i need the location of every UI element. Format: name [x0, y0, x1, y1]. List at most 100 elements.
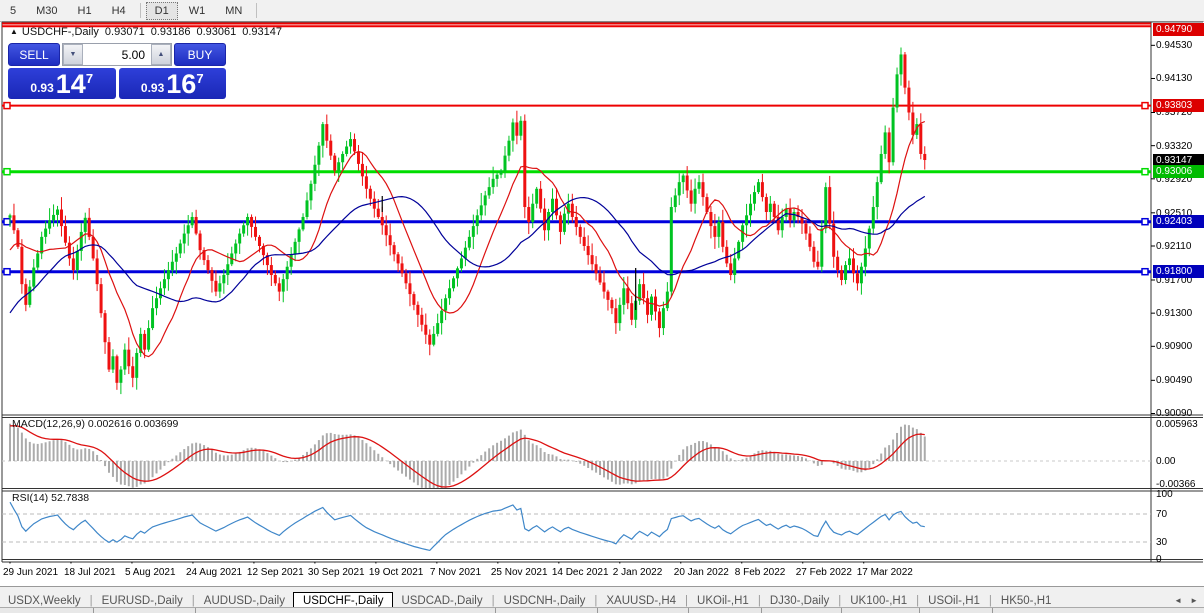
timeframe-mn[interactable]: MN: [225, 4, 243, 17]
price-tick-label: 0.93320: [1156, 140, 1193, 152]
macd-value-signal: 0.003699: [134, 418, 179, 430]
indicator-axis-label: -0.00366: [1156, 479, 1196, 490]
tab-usdx-weekly[interactable]: USDX,Weekly: [8, 594, 81, 607]
price-line-chip: 0.92403: [1153, 215, 1204, 229]
tab-usdchf-daily[interactable]: USDCHF-,Daily: [292, 591, 394, 610]
buy-price-big: 16: [166, 69, 197, 99]
moving-average-lines: [9, 120, 926, 358]
volume-input[interactable]: 5.00: [83, 44, 151, 65]
strip-tick: [597, 608, 598, 613]
indicator-axis-label: 30: [1156, 537, 1168, 548]
tab-usoil-h1[interactable]: USOil-,H1: [928, 594, 980, 607]
macd-name: MACD(12,26,9): [12, 418, 85, 430]
date-label: 12 Sep 2021: [246, 567, 304, 578]
rsi-name: RSI(14): [12, 492, 49, 504]
tab-eurusd-daily[interactable]: EURUSD-,Daily: [101, 594, 183, 607]
panel-borders: [1, 21, 1203, 591]
volume-decrease-icon[interactable]: ▼: [63, 44, 83, 65]
volume-control: ▼ 5.00 ▲: [62, 43, 172, 66]
one-click-trading-panel: SELL ▼ 5.00 ▲ BUY 0.93 14 7 0.93 16 7: [8, 43, 226, 99]
sell-button[interactable]: SELL: [8, 43, 60, 66]
toolbar-separator: [256, 3, 258, 18]
tab-xauusd-h4[interactable]: XAUUSD-,H4: [606, 594, 677, 607]
timeframe-h1[interactable]: H1: [77, 4, 92, 17]
tab-separator: |: [916, 594, 920, 607]
tab-uk100-h1[interactable]: UK100-,H1: [850, 594, 908, 607]
price-tick-label: 0.94130: [1156, 73, 1193, 85]
tab-separator: |: [685, 594, 689, 607]
bottom-strip: [0, 607, 1204, 613]
quote-open: 0.93071: [104, 26, 145, 38]
tab-ukoil-h1[interactable]: UKOil-,H1: [697, 594, 749, 607]
date-label: 7 Nov 2021: [429, 567, 482, 578]
tab-hk50-h1[interactable]: HK50-,H1: [1000, 594, 1052, 607]
date-label: 19 Oct 2021: [368, 567, 424, 578]
tab-separator: |: [757, 594, 761, 607]
collapse-panel-icon[interactable]: ▲: [10, 27, 18, 36]
sell-price-pip: 7: [85, 71, 94, 86]
price-tick-label: 0.93720: [1156, 107, 1193, 119]
tab-usdcnh-daily[interactable]: USDCNH-,Daily: [503, 594, 586, 607]
strip-tick: [195, 608, 196, 613]
date-label: 29 Jun 2021: [3, 567, 59, 578]
strip-tick: [761, 608, 762, 613]
date-label: 25 Nov 2021: [490, 567, 548, 578]
rsi-value: 52.7838: [51, 492, 90, 504]
macd-value-main: 0.002616: [87, 418, 132, 430]
price-tick-label: 0.91700: [1156, 274, 1193, 286]
tab-separator: |: [491, 594, 495, 607]
timeframe-h4[interactable]: H4: [111, 4, 126, 17]
rsi-label-line: RSI(14) 52.7838: [12, 492, 89, 504]
indicator-axis-label: 0.005963: [1156, 419, 1198, 430]
date-label: 30 Sep 2021: [307, 567, 365, 578]
timeframe-m30[interactable]: M30: [36, 4, 58, 17]
chart-markers: [381, 195, 637, 311]
tab-separator: |: [838, 594, 842, 607]
date-label: 17 Mar 2022: [856, 567, 913, 578]
price-line-chip: 0.94790: [1153, 23, 1204, 36]
tab-audusd-daily[interactable]: AUDUSD-,Daily: [203, 594, 285, 607]
date-label: 20 Jan 2022: [673, 567, 729, 578]
tab-separator: |: [89, 594, 93, 607]
date-label: 18 Jul 2021: [63, 567, 116, 578]
strip-tick: [495, 608, 496, 613]
indicator-axis-label: 0: [1156, 554, 1162, 565]
timeframe-d1[interactable]: D1: [145, 1, 178, 20]
indicator-axis-label: 70: [1156, 509, 1168, 520]
sell-price-box[interactable]: 0.93 14 7: [8, 68, 116, 99]
rsi-panel: [2, 501, 1151, 552]
timeframe-5[interactable]: 5: [10, 4, 17, 17]
strip-tick: [992, 608, 993, 613]
sell-price-prefix: 0.93: [30, 81, 54, 95]
macd-panel: [2, 423, 1151, 488]
quote-high: 0.93186: [150, 26, 191, 38]
tab-separator: |: [594, 594, 598, 607]
buy-price-box[interactable]: 0.93 16 7: [118, 68, 226, 99]
sell-price-big: 14: [55, 69, 86, 99]
price-tick-label: 0.92110: [1156, 240, 1192, 252]
buy-price-pip: 7: [196, 71, 204, 86]
quote-close: 0.93147: [242, 26, 282, 38]
buy-price-prefix: 0.93: [140, 81, 165, 95]
volume-increase-icon[interactable]: ▲: [151, 44, 171, 65]
date-label: 5 Aug 2021: [124, 567, 176, 578]
timeframe-w1[interactable]: W1: [188, 4, 206, 17]
strip-tick: [93, 608, 94, 613]
tab-usdcad-daily[interactable]: USDCAD-,Daily: [401, 594, 483, 607]
price-line-chip: 0.93006: [1153, 165, 1204, 179]
price-tick-label: 0.90490: [1156, 375, 1193, 387]
axis-ticks: [9, 44, 1155, 564]
date-label: 14 Dec 2021: [551, 567, 609, 578]
tab-scroll-right-icon[interactable]: ►: [1190, 596, 1198, 605]
date-label: 8 Feb 2022: [734, 567, 786, 578]
chart-symbol-title: USDCHF-,Daily: [21, 26, 99, 38]
tab-scroll-left-icon[interactable]: ◄: [1174, 596, 1183, 605]
buy-button[interactable]: BUY: [174, 43, 226, 66]
price-tick-label: 0.92920: [1156, 173, 1193, 185]
tab-dj30-daily[interactable]: DJ30-,Daily: [769, 594, 830, 607]
indicator-axis-label: 0.00: [1156, 456, 1176, 467]
strip-tick: [688, 608, 689, 613]
date-label: 24 Aug 2021: [185, 567, 243, 578]
